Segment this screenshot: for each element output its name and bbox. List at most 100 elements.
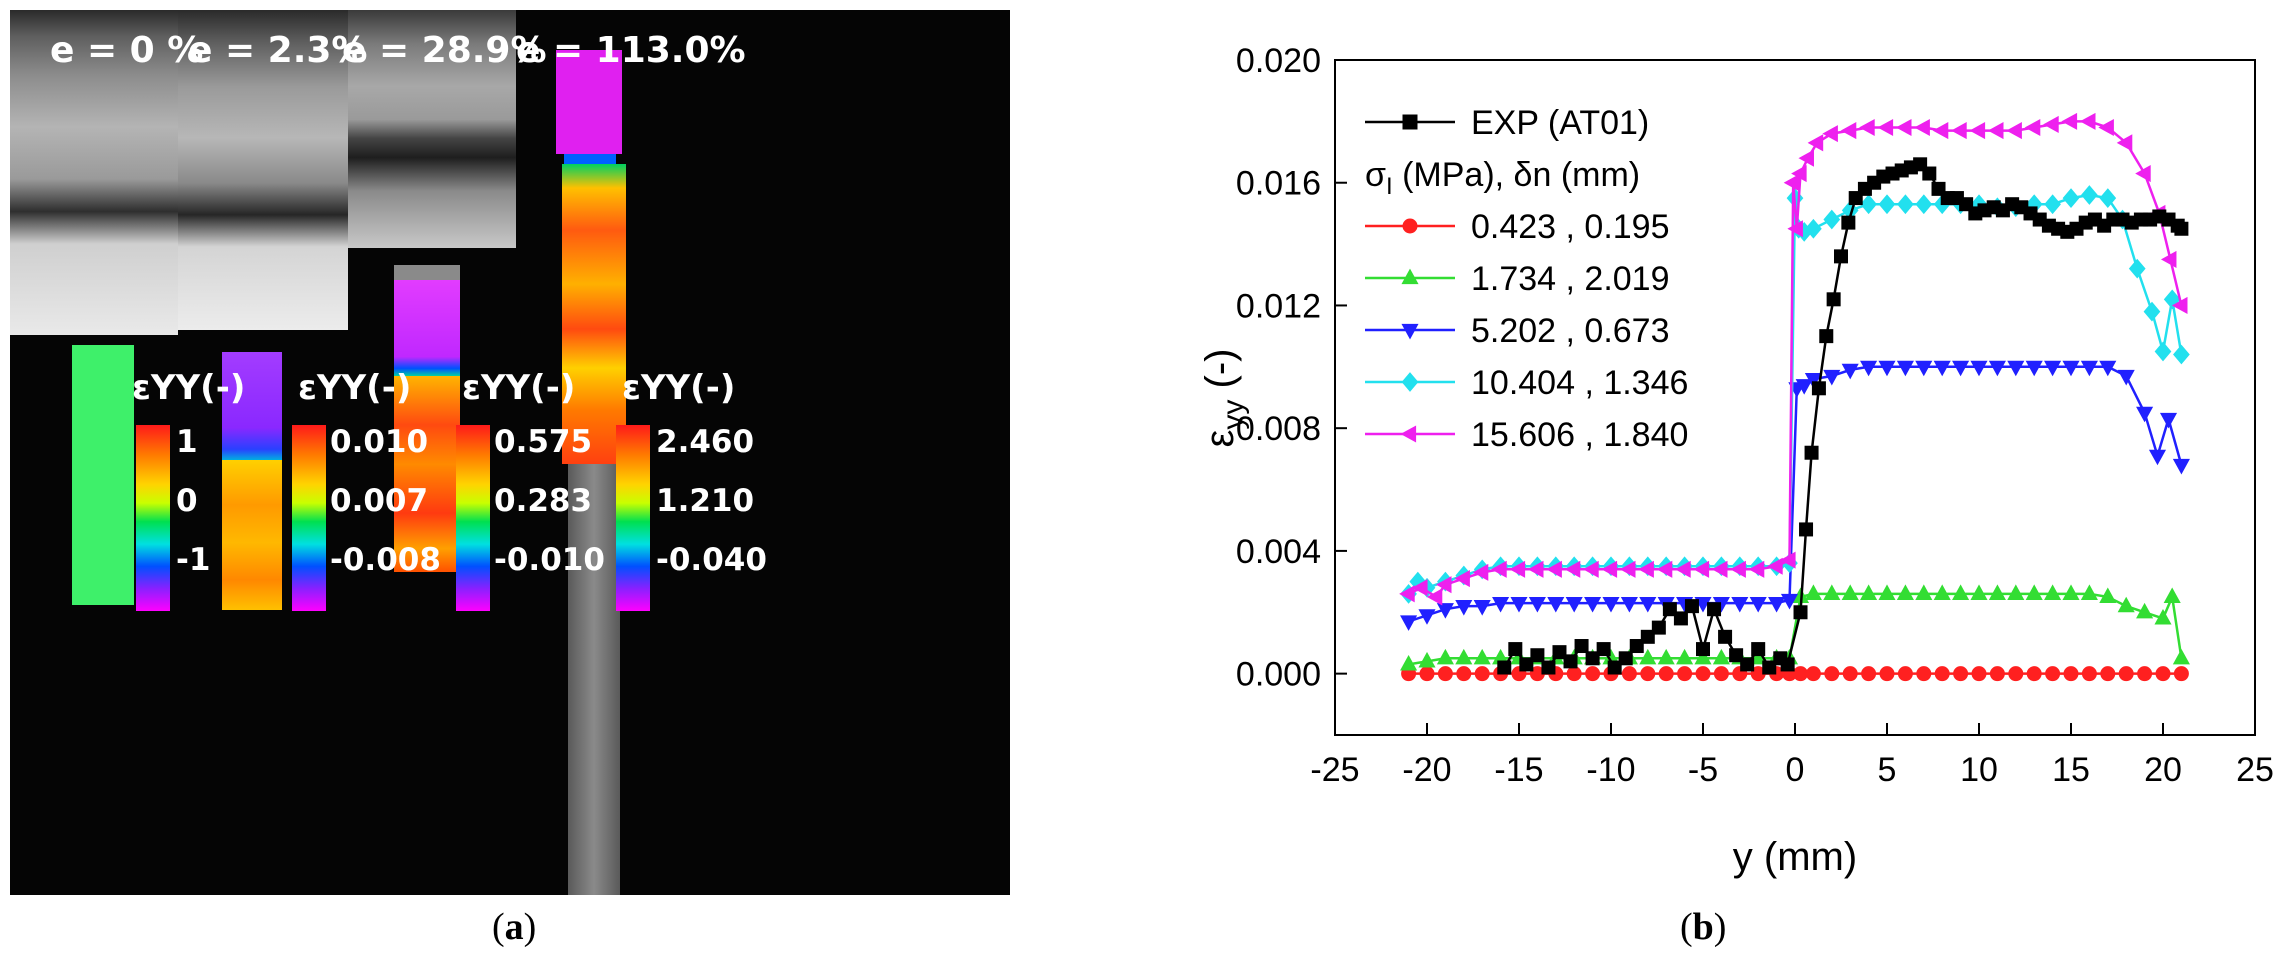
legend-item-4: 10.404 , 1.346 <box>1365 364 1688 402</box>
colorbar-title-0: εYY(-) <box>132 368 246 408</box>
data-point <box>1675 560 1691 578</box>
colorbar-3-max: 2.460 <box>656 424 755 460</box>
colorbar-3 <box>616 425 650 611</box>
legend-item-3: 5.202 , 0.673 <box>1365 312 1670 350</box>
colorbar-0-min: -1 <box>176 542 211 578</box>
data-point <box>1473 648 1491 665</box>
data-point <box>2163 289 2181 310</box>
colorbar-title-2: εYY(-) <box>462 368 576 408</box>
x-tick-label: 15 <box>2052 751 2090 789</box>
data-point <box>1510 596 1528 613</box>
x-tick-label: 25 <box>2236 751 2274 789</box>
data-point <box>1509 560 1526 578</box>
x-tick-label: -5 <box>1688 751 1718 789</box>
data-point <box>1969 122 1986 140</box>
y-tick-label: 0.008 <box>1236 410 1321 448</box>
data-point <box>1712 648 1730 665</box>
data-point <box>1915 360 1933 377</box>
data-point <box>1795 379 1813 395</box>
data-point <box>1607 660 1622 675</box>
data-point <box>2136 406 2154 423</box>
strain-label-3: e = 113.0% <box>516 30 746 71</box>
data-point <box>2098 118 2114 137</box>
data-point <box>1620 596 1638 613</box>
legend-marker <box>1401 268 1419 285</box>
data-point <box>1793 605 1808 620</box>
data-point <box>1953 666 1969 682</box>
data-point <box>1970 360 1988 377</box>
data-point <box>1780 551 1796 569</box>
data-point <box>1639 596 1657 613</box>
y-tick-label: 0.012 <box>1236 287 1321 325</box>
colorbar-0 <box>136 425 170 611</box>
data-point <box>1878 360 1896 377</box>
data-point <box>2172 648 2190 665</box>
data-point <box>2079 112 2096 130</box>
data-point <box>1695 666 1711 682</box>
data-point <box>1412 579 1428 597</box>
data-point <box>1497 660 1512 675</box>
data-point <box>1694 596 1712 613</box>
data-point <box>1437 666 1453 682</box>
data-point <box>1707 602 1722 617</box>
data-point <box>1656 560 1673 578</box>
data-point <box>1596 642 1611 657</box>
data-point <box>1619 560 1636 578</box>
data-point <box>2174 221 2189 236</box>
data-point <box>1651 620 1666 635</box>
legend-label: 15.606 , 1.840 <box>1471 416 1688 454</box>
data-point <box>2155 666 2171 682</box>
data-point <box>1791 164 1807 183</box>
data-point <box>1762 660 1777 675</box>
data-point <box>1621 666 1637 682</box>
data-point <box>1473 600 1491 616</box>
data-point <box>1729 648 1744 663</box>
data-point <box>1971 666 1987 682</box>
data-point <box>1657 648 1675 665</box>
data-point <box>1915 194 1933 215</box>
data-point <box>2044 584 2062 600</box>
data-point <box>1916 666 1932 682</box>
data-point <box>1878 584 1896 600</box>
data-point <box>1508 642 1523 657</box>
data-point <box>2025 360 2043 377</box>
data-point <box>2043 115 2059 133</box>
data-point <box>1418 609 1436 625</box>
data-point <box>1896 360 1914 377</box>
data-point <box>1527 560 1544 578</box>
data-point <box>1585 666 1601 682</box>
data-point <box>1455 648 1473 665</box>
dic-strip-2 <box>178 10 348 895</box>
data-point <box>1933 584 1951 600</box>
data-point <box>1780 593 1799 610</box>
legend-item-5: 15.606 , 1.840 <box>1365 416 1688 454</box>
data-point <box>1860 194 1877 215</box>
data-point <box>1987 122 2004 140</box>
strain-profile-chart: -25 -20 -15 -10 -5 0 5 10 15 20 25 0.000 0.004 0.008 0… <box>1198 42 2274 879</box>
y-tick-label: 0.000 <box>1236 656 1321 694</box>
dic-strip-28 <box>348 10 516 895</box>
data-point <box>1436 603 1454 619</box>
colorbar-title-1: εYY(-) <box>298 368 412 408</box>
legend-label: 5.202 , 0.673 <box>1471 312 1670 350</box>
x-tick-label: -25 <box>1310 751 1359 789</box>
data-point <box>1861 666 1877 682</box>
data-point <box>1418 651 1436 668</box>
data-point <box>2154 608 2172 625</box>
data-point <box>1718 629 1733 644</box>
colorbar-1-max: 0.010 <box>330 424 429 460</box>
data-point <box>2007 584 2025 600</box>
data-point <box>1491 560 1507 578</box>
data-point <box>2061 112 2078 130</box>
data-point <box>2128 258 2146 279</box>
data-point <box>2063 666 2079 682</box>
data-point <box>1673 611 1688 626</box>
data-point <box>2117 369 2135 386</box>
data-point <box>1638 560 1654 578</box>
data-point <box>1768 596 1786 613</box>
legend-marker <box>1402 218 1418 234</box>
data-point <box>2163 587 2181 604</box>
legend-marker <box>1400 425 1417 443</box>
dic-strip-0 <box>10 10 178 895</box>
series-line <box>1408 592 2183 666</box>
